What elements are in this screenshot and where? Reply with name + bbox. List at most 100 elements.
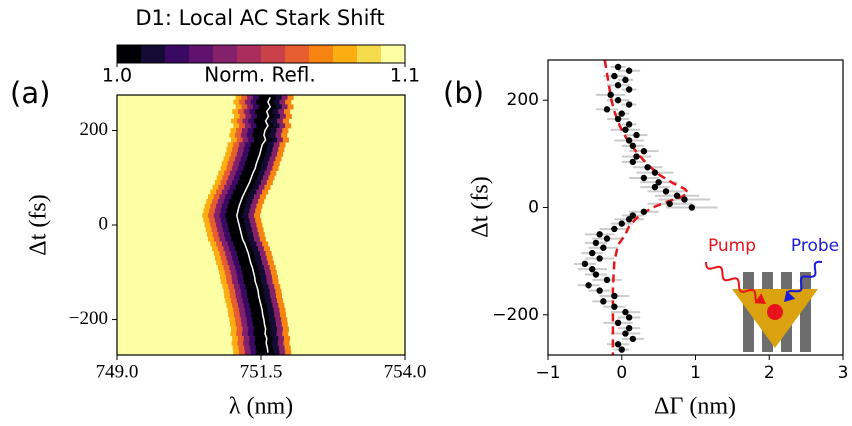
colorbar-tick-label: 1.0 [102,65,132,87]
heatmap-cell [248,326,255,332]
data-point [592,239,600,247]
heatmap-cell [246,246,253,252]
heatmap-cell [232,336,239,342]
heatmap-cell [275,317,282,323]
heatmap-cell [246,132,253,138]
heatmap-cell [281,321,288,327]
heatmap-cell [235,132,242,138]
heatmap-cell [225,151,232,157]
data-point [629,335,637,343]
heatmap-cell [237,217,245,223]
heatmap-cell [214,165,221,171]
heatmap-cell [197,208,204,214]
heatmap-cell [232,180,239,186]
heatmap-cell [252,199,259,205]
heatmap-cell [226,303,233,309]
heatmap-cell [271,326,278,332]
heatmap-cell [220,208,227,214]
heatmap-cell [225,298,232,304]
heatmap-cell [225,236,232,242]
heatmap-cell [259,251,266,257]
heatmap-cell [220,274,227,280]
heatmap-cell [254,340,261,346]
data-point [611,303,618,310]
heatmap-cell [208,213,215,219]
chart-title: D1: Local AC Stark Shift [135,6,384,30]
heatmap-cell [209,217,216,223]
heatmap-cell [225,274,232,280]
heatmap-cell [242,298,249,304]
heatmap-cell [266,336,273,342]
heatmap-cell [251,284,258,290]
heatmap-cell [280,312,287,318]
heatmap-cell [240,246,247,252]
heatmap-cell [231,137,238,143]
heatmap-cell [266,165,273,171]
heatmap-cell [249,255,256,261]
heatmap-cell [262,123,269,129]
heatmap-cell [226,208,233,214]
heatmap-cell [279,142,286,148]
heatmap-cell [251,113,258,119]
data-point [625,314,633,321]
heatmap-cell [209,255,216,261]
heatmap-cell [243,303,250,309]
heatmap-cell [231,194,238,200]
heatmap-cell [249,180,256,186]
heatmap-cell [262,307,269,313]
heatmap-cell [237,279,245,285]
heatmap-cell [262,142,269,148]
heatmap-cell [242,137,249,143]
data-point [625,137,633,144]
heatmap-cell [270,170,277,176]
heatmap-cell [227,161,234,167]
heatmap-cell [200,199,207,205]
heatmap-cell [252,265,259,271]
heatmap-cell [216,203,223,209]
heatmap-cell [206,184,213,190]
heatmap-cell [210,241,217,247]
heatmap-cell [235,288,242,294]
heatmap-cell [246,288,253,294]
heatmap-cell [246,156,253,162]
peak-line [236,97,272,353]
heatmap-cell [236,326,243,332]
data-point [618,110,625,117]
heatmap-cell [269,156,276,162]
heatmap-cell [271,298,278,304]
heatmap-cell [264,95,271,101]
heatmap-cell [210,189,217,195]
colorbar-segment [117,45,142,63]
heatmap-cell [252,104,259,110]
heatmap-cell [224,331,231,337]
heatmap-cell [231,274,238,280]
heatmap-cell [232,109,239,115]
heatmap-cell [228,175,235,181]
heatmap-cell [223,317,230,323]
heatmap-cell [240,199,247,205]
heatmap-cell [282,137,289,143]
heatmap-cell [252,170,259,176]
y-tick-label: −200 [69,308,108,329]
heatmap-cell [221,161,228,167]
heatmap-cell [255,336,262,342]
heatmap-cell [231,151,238,157]
heatmap-cell [267,345,274,351]
heatmap-cell [226,279,233,285]
data-point [614,63,622,71]
heatmap-cell [229,246,236,252]
heatmap-cell [251,227,258,233]
heatmap-cell [275,288,282,294]
heatmap-cell [225,118,232,124]
heatmap-cell [212,265,219,271]
heatmap-cell [285,123,292,129]
data-point [611,292,618,300]
heatmap-cell [271,274,279,280]
heatmap-cell [262,284,269,290]
heatmap-cell [273,350,280,355]
heatmap-cell [244,203,251,209]
heatmap-cell [235,321,242,327]
heatmap-cell [281,95,288,101]
heatmap-cell [239,350,246,355]
heatmap-cell [241,95,248,101]
